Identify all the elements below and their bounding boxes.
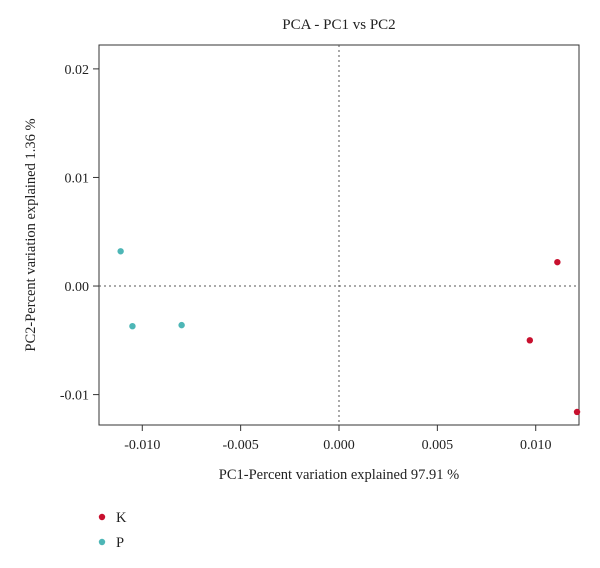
data-point-k (573, 408, 581, 416)
x-axis-label: PC1-Percent variation explained 97.91 % (219, 467, 459, 483)
y-tick-label: 0.00 (65, 280, 90, 295)
data-point-p (129, 323, 136, 330)
legend: KP (98, 510, 127, 551)
y-tick-label: 0.01 (65, 171, 90, 186)
chart-title: PCA - PC1 vs PC2 (282, 17, 395, 33)
y-axis-label: PC2-Percent variation explained 1.36 % (23, 118, 39, 351)
data-point-p (178, 321, 185, 329)
x-tick-label: 0.010 (520, 438, 552, 453)
x-tick-label: -0.005 (223, 438, 259, 453)
data-points (117, 248, 581, 416)
data-point-k (554, 258, 561, 266)
x-tick-label: 0.000 (323, 438, 355, 453)
legend-marker-p (98, 538, 106, 546)
y-axis-ticks: -0.01 0.00 0.01 0.02 (60, 63, 99, 404)
y-tick-label: 0.02 (65, 63, 90, 78)
x-axis-ticks: -0.010 -0.005 0.000 0.005 0.010 (124, 425, 551, 453)
x-tick-label: -0.010 (124, 438, 160, 453)
legend-marker-k (98, 513, 106, 521)
x-tick-label: 0.005 (422, 438, 454, 453)
y-tick-label: -0.01 (60, 389, 89, 404)
data-point-k (526, 337, 534, 344)
data-point-p (117, 248, 124, 255)
legend-label-p: P (116, 535, 124, 551)
legend-label-k: K (116, 510, 127, 526)
